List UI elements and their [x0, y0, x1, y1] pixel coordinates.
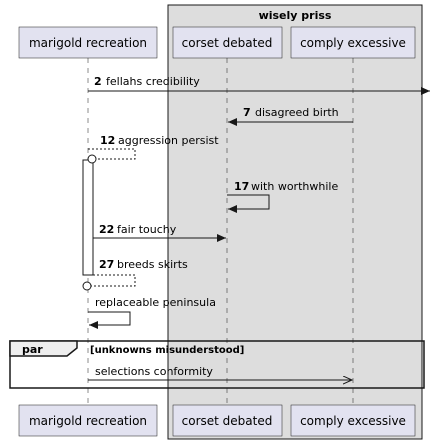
- participant-marigold-label: marigold recreation: [29, 414, 147, 428]
- message-12-endpoint: [87, 154, 97, 164]
- message-27-number: 27: [99, 258, 114, 271]
- message-12-number: 12: [100, 134, 115, 147]
- participant-comply-label: comply excessive: [300, 36, 406, 50]
- participant-comply-bottom[interactable]: comply excessive: [290, 404, 416, 437]
- message-2-label: fellahs credibility: [106, 75, 200, 88]
- message-17-number: 17: [234, 180, 249, 193]
- message-12-arrow: [88, 148, 136, 160]
- participant-comply-top[interactable]: comply excessive: [290, 26, 416, 59]
- message-7-number: 7: [243, 106, 251, 119]
- message-replaceable-arrow: [88, 311, 131, 329]
- message-replaceable-label: replaceable peninsula: [95, 296, 216, 309]
- participant-corset-label: corset debated: [182, 414, 273, 428]
- participant-corset-bottom[interactable]: corset debated: [172, 404, 283, 437]
- participant-corset-label: corset debated: [182, 36, 273, 50]
- participant-marigold-top[interactable]: marigold recreation: [18, 26, 158, 59]
- par-keyword: par: [22, 343, 43, 356]
- message-selections-label: selections conformity: [95, 365, 213, 378]
- message-27-endpoint: [82, 281, 92, 291]
- activation-bar: [82, 159, 94, 276]
- box-group-wisely-priss: [167, 4, 423, 440]
- message-22-label: fair touchy: [117, 223, 177, 236]
- message-22-number: 22: [99, 223, 114, 236]
- par-fragment-tab: [9, 340, 78, 357]
- par-condition: [unknowns misunderstood]: [90, 345, 244, 356]
- box-title: wisely priss: [259, 9, 332, 22]
- message-7-label: disagreed birth: [255, 106, 339, 119]
- message-17-label: with worthwhile: [251, 180, 338, 193]
- participant-comply-label: comply excessive: [300, 414, 406, 428]
- participant-marigold-label: marigold recreation: [29, 36, 147, 50]
- message-27-label: breeds skirts: [117, 258, 188, 271]
- message-27-arrow: [91, 274, 136, 287]
- par-fragment: [9, 340, 425, 389]
- message-2-number: 2: [94, 75, 102, 88]
- message-12-label: aggression persist: [118, 134, 219, 147]
- message-17-arrow: [227, 194, 270, 213]
- participant-marigold-bottom[interactable]: marigold recreation: [18, 404, 158, 437]
- participant-corset-top[interactable]: corset debated: [172, 26, 283, 59]
